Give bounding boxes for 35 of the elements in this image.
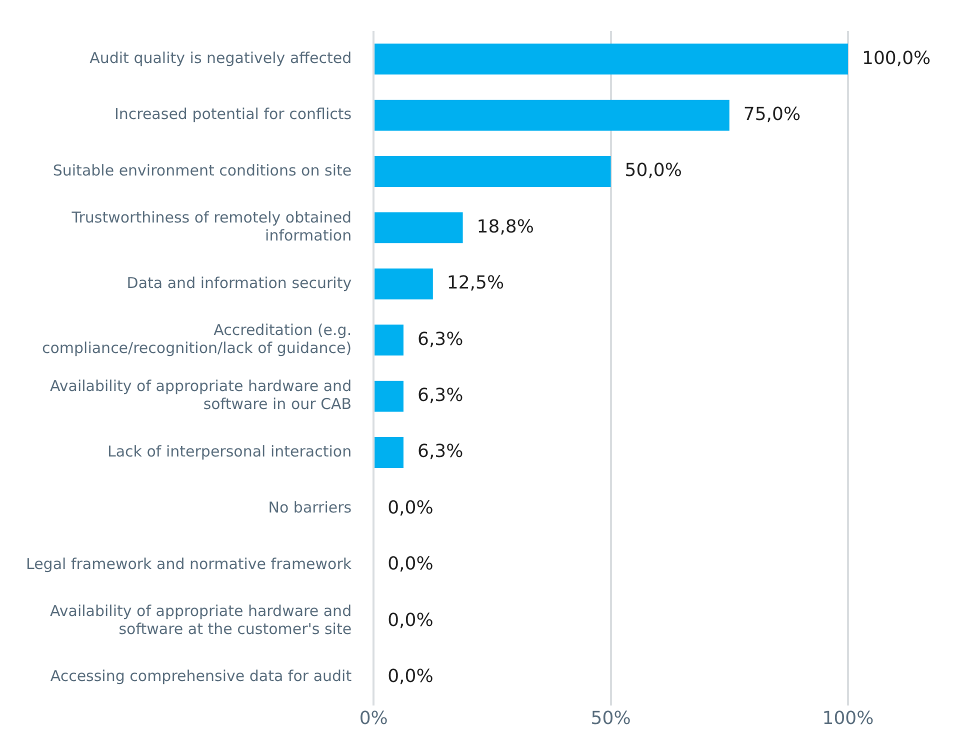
data-label: 6,3% bbox=[417, 384, 464, 406]
y-tick-label: Accreditation (e.g. compliance/recognition/lack of guidance) bbox=[42, 320, 352, 357]
y-tick-label: Trustworthiness of remotely obtained information bbox=[70, 208, 352, 245]
y-tick-label: Increased potential for conflicts bbox=[114, 105, 352, 124]
data-label: 75,0% bbox=[743, 104, 801, 125]
y-tick-label: Availability of appropriate hardware and software in our CAB bbox=[50, 377, 352, 414]
data-label: 100,0% bbox=[862, 48, 931, 69]
data-label: 18,8% bbox=[476, 216, 534, 238]
y-tick-label: Availability of appropriate hardware and software at the customer's site bbox=[50, 602, 352, 638]
bar bbox=[374, 380, 404, 412]
x-tick-label: 50% bbox=[590, 708, 631, 729]
data-label: 0,0% bbox=[388, 554, 434, 575]
data-label: 12,5% bbox=[446, 272, 504, 294]
data-label: 6,3% bbox=[417, 441, 464, 462]
y-tick-label: Suitable environment conditions on site bbox=[52, 161, 352, 180]
bar bbox=[374, 268, 433, 300]
y-tick-label: Lack of interpersonal interaction bbox=[107, 442, 352, 460]
bar bbox=[374, 156, 611, 187]
x-tick-label: 0% bbox=[359, 708, 388, 729]
bar bbox=[374, 100, 730, 131]
y-tick-label: Data and information security bbox=[126, 274, 352, 292]
y-tick-label: Legal framework and normative framework bbox=[26, 554, 352, 573]
bar bbox=[374, 324, 404, 356]
data-label: 50,0% bbox=[624, 160, 682, 182]
y-tick-label: Audit quality is negatively affected bbox=[90, 48, 352, 67]
data-label: 0,0% bbox=[388, 610, 434, 631]
bar bbox=[374, 212, 463, 244]
bar bbox=[374, 44, 848, 75]
bar bbox=[374, 437, 404, 468]
y-tick-label: No barriers bbox=[268, 498, 352, 517]
data-label: 6,3% bbox=[417, 328, 464, 350]
data-label: 0,0% bbox=[388, 666, 434, 687]
data-label: 0,0% bbox=[388, 497, 434, 518]
y-tick-label: Accessing comprehensive data for audit bbox=[50, 667, 352, 686]
x-tick-label: 100% bbox=[822, 708, 874, 729]
